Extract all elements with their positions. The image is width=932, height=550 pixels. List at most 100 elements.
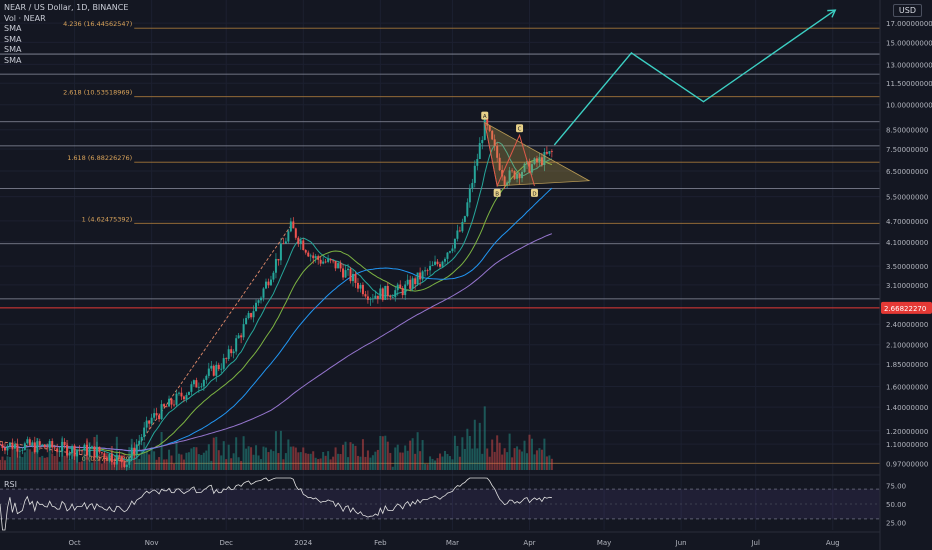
rsi-label[interactable]: RSI (4, 480, 17, 489)
volume-bar (394, 447, 397, 470)
y-tick-label: 2.40000000 (886, 321, 928, 329)
volume-bar (521, 451, 524, 470)
y-tick-label: 7.50000000 (886, 146, 928, 154)
candle-body (394, 290, 397, 298)
sma-label-3[interactable]: SMA (4, 45, 22, 54)
candle-body (46, 447, 49, 449)
candle-body (81, 450, 84, 452)
sma-label-4[interactable]: SMA (4, 55, 22, 65)
candle-body (548, 151, 551, 154)
y-tick-label: 1.60000000 (886, 384, 928, 392)
volume-bar (419, 451, 422, 470)
volume-bar (299, 452, 302, 470)
rsi-tick-label: 50.00 (886, 501, 906, 509)
volume-bar (327, 451, 330, 470)
sma-label-2[interactable]: SMA (4, 34, 22, 44)
candle-body (205, 375, 208, 380)
volume-bar (530, 438, 533, 470)
volume-bar (1, 456, 4, 470)
candle-body (526, 161, 529, 164)
candle-body (282, 243, 285, 245)
candle-body (533, 158, 536, 165)
current-price-tag (881, 301, 932, 314)
candle-body (277, 258, 280, 261)
candle-body (523, 163, 526, 172)
candle-body (138, 440, 141, 445)
x-tick-label: Aug (826, 539, 840, 547)
candle-body (312, 255, 315, 259)
candle-body (83, 444, 86, 451)
volume-bar (421, 440, 424, 470)
candle-body (309, 255, 312, 257)
candle-body (543, 151, 546, 166)
candle-body (100, 452, 103, 454)
candle-body (396, 284, 399, 291)
candle-body (71, 445, 74, 453)
candle-body (302, 240, 305, 251)
volume-bar (287, 439, 290, 470)
volume-bar (267, 452, 270, 470)
candle-body (451, 248, 454, 252)
candle-body (530, 164, 533, 173)
candle-body (351, 273, 354, 282)
volume-bar (257, 455, 260, 470)
candle-body (456, 230, 459, 239)
y-tick-label: 1.85000000 (886, 361, 928, 369)
candle-body (165, 406, 168, 408)
currency-badge[interactable]: USD (892, 4, 922, 17)
candle-body (411, 278, 414, 289)
volume-label[interactable]: Vol · NEAR (4, 13, 46, 23)
volume-bar (439, 453, 441, 470)
candle-body (118, 455, 121, 457)
volume-bar (262, 446, 265, 470)
candle-body (51, 441, 54, 448)
candle-body (446, 252, 449, 259)
candle-body (511, 170, 514, 172)
candle-body (195, 380, 198, 388)
candle-body (332, 260, 335, 262)
volume-bar (36, 437, 39, 470)
volume-bar (409, 440, 412, 470)
symbol-title[interactable]: NEAR / US Dollar, 1D, BINANCE (4, 3, 129, 12)
price-axis[interactable]: 17.00000000 15.00000000 13.00000000 11.5000… (879, 0, 932, 550)
time-axis[interactable]: Oct Nov Dec 2024 Feb Mar Apr May Jun Jul Aug (69, 539, 840, 547)
sma-label-1[interactable]: SMA (4, 24, 22, 33)
candle-body (240, 335, 243, 338)
candle-body (133, 447, 136, 455)
volume-bar (38, 457, 41, 470)
volume-bar (426, 464, 429, 470)
candle-body (535, 158, 538, 163)
volume-bar (78, 462, 81, 470)
y-tick-label: 15.00000000 (886, 39, 932, 47)
x-tick-label: Nov (145, 539, 159, 547)
volume-bar (195, 447, 198, 470)
volume-bar (155, 459, 158, 470)
volume-bar (396, 444, 399, 470)
y-tick-label: 3.10000000 (886, 282, 928, 290)
volume-bar (424, 463, 427, 470)
forecast-projection (553, 9, 837, 146)
volume-bar (53, 456, 56, 470)
volume-bar (217, 450, 220, 470)
chart-legend: NEAR / US Dollar, 1D, BINANCE Vol · NEAR… (4, 3, 128, 66)
candle-body (516, 173, 519, 179)
candle-body (220, 368, 223, 370)
candle-body (289, 221, 292, 232)
projection-path (553, 9, 836, 146)
candle-body (93, 446, 96, 458)
volume-bar (391, 466, 394, 470)
candle-body (247, 313, 250, 319)
x-tick-label: 2024 (294, 539, 312, 547)
volume-bar (294, 447, 297, 470)
candle-body (294, 228, 297, 238)
candle-body (21, 449, 24, 451)
candle-body (391, 297, 394, 299)
candle-body (488, 125, 491, 131)
candle-body (416, 272, 419, 285)
volume-bar (309, 453, 312, 470)
volume-bar (304, 453, 307, 470)
candle-body (68, 452, 71, 456)
volume-bar (528, 434, 531, 470)
candle-body (528, 161, 531, 173)
